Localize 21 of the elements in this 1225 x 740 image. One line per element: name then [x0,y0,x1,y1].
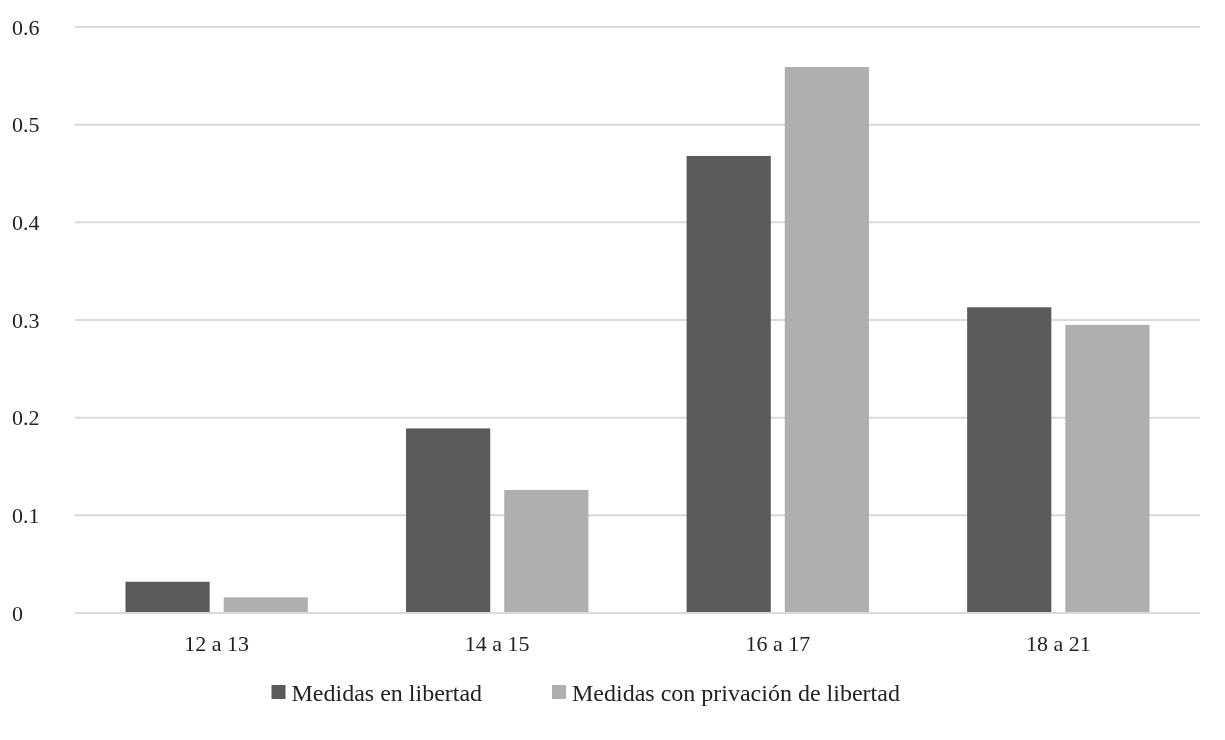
y-tick-label: 0.3 [12,307,40,333]
y-tick-label: 0.2 [12,405,40,431]
y-tick-label: 0.4 [12,210,40,236]
bar [967,307,1052,613]
bar [223,597,308,613]
y-tick-label: 0.5 [12,112,40,138]
x-tick-label: 12 a 13 [184,631,250,656]
bar [784,67,869,613]
bar [686,155,771,613]
y-tick-label: 0 [12,600,23,626]
bar [1065,324,1150,613]
x-tick-label: 18 a 21 [1025,631,1091,656]
legend-label: Medidas con privación de libertad [572,680,900,707]
legend-label: Medidas en libertad [291,680,483,707]
y-tick-label: 0.1 [12,503,40,529]
y-tick-label: 0.6 [12,14,40,40]
x-tick-label: 14 a 15 [464,631,530,656]
bar [125,581,210,613]
x-tick-label: 16 a 17 [745,631,811,656]
bar [504,489,589,613]
bar [406,428,491,613]
